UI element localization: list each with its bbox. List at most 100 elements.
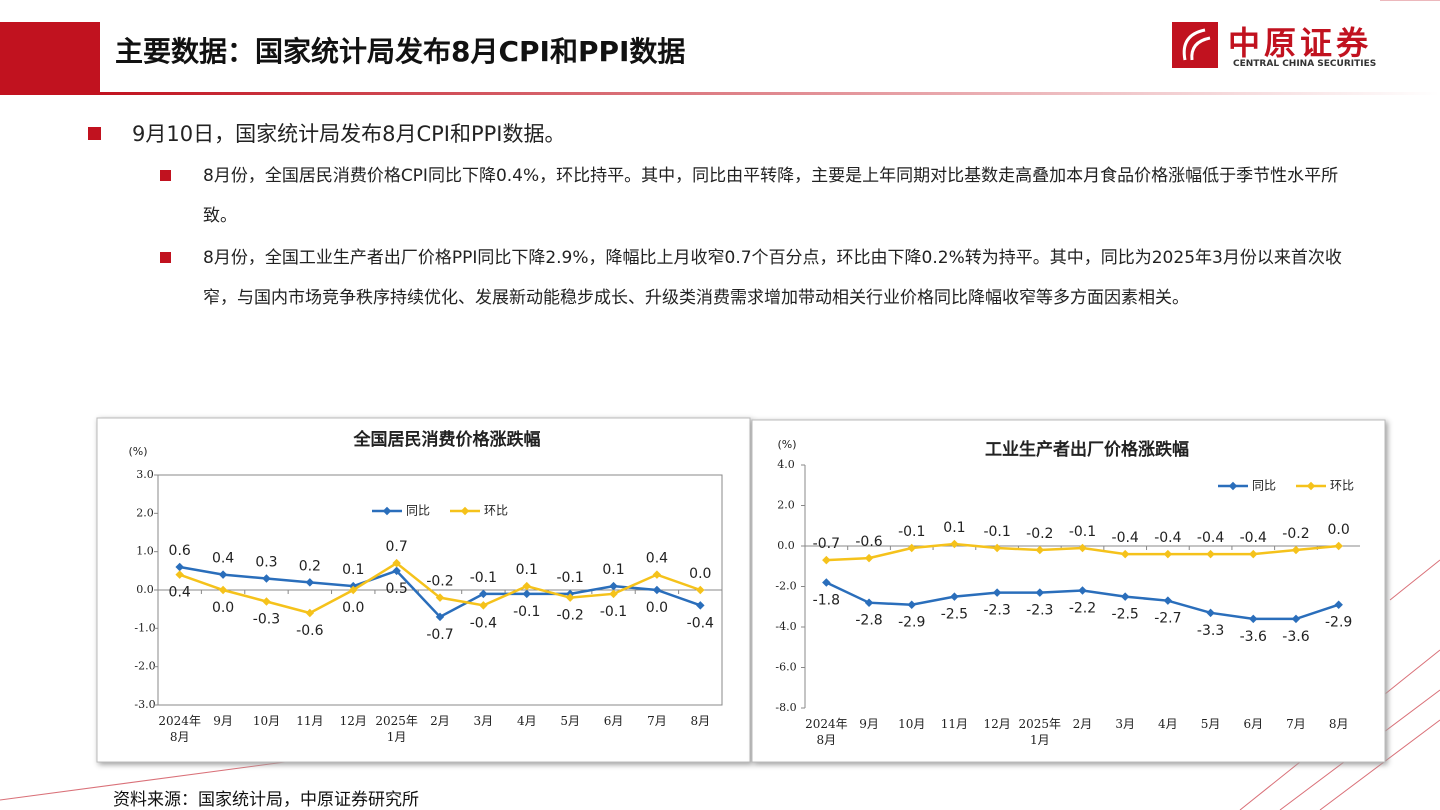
point-marker [950, 539, 959, 549]
slide-title: 主要数据：国家统计局发布8月CPI和PPI数据 [115, 35, 686, 68]
data-label: -3.3 [1197, 623, 1224, 639]
data-label: -0.2 [556, 608, 583, 624]
legend-label: 环比 [484, 504, 508, 518]
legend-label: 同比 [1252, 479, 1276, 493]
legend-marker [460, 506, 470, 516]
data-label: -3.6 [1282, 629, 1309, 645]
data-label: 0.5 [385, 581, 407, 597]
legend-marker [1228, 481, 1238, 491]
x-tick-label: 4月 [516, 714, 537, 728]
legend-marker [382, 506, 392, 516]
point-marker [822, 555, 831, 565]
point-marker [609, 589, 618, 599]
x-tick-label: 8月 [690, 714, 711, 728]
data-label: -1.8 [813, 592, 840, 608]
point-marker [435, 593, 445, 602]
x-tick-label: 2024年 8月 [158, 714, 201, 744]
x-tick-label: 2月 [1072, 717, 1093, 731]
data-label: -0.2 [426, 574, 453, 590]
data-label: -0.1 [470, 570, 497, 586]
y-unit: (%) [128, 445, 147, 458]
y-tick-label: 4.0 [777, 458, 795, 471]
y-tick-label: 2.0 [777, 499, 795, 512]
point-marker [1035, 588, 1045, 597]
y-tick-label: -1.0 [134, 621, 155, 634]
data-label: 0.0 [1328, 522, 1350, 538]
bullet-icon [160, 252, 171, 263]
x-tick-label: 8月 [1328, 717, 1349, 731]
data-label: -2.3 [983, 603, 1010, 619]
y-tick-label: -2.0 [134, 660, 155, 673]
data-label: -0.1 [600, 604, 627, 620]
bullet: 9月10日，国家统计局发布8月CPI和PPI数据。 [132, 122, 566, 146]
data-label: -0.6 [296, 623, 323, 639]
point-marker [864, 598, 874, 607]
data-label: -0.7 [426, 627, 453, 643]
data-label: -0.6 [855, 534, 882, 550]
legend-label: 同比 [406, 504, 430, 518]
data-label: 0.1 [943, 520, 965, 536]
point-marker [435, 612, 445, 622]
y-tick-label: -2.0 [775, 580, 796, 593]
x-tick-label: 7月 [647, 714, 667, 728]
data-label: -0.4 [1197, 530, 1224, 546]
data-label: -0.1 [983, 524, 1010, 540]
data-label: 0.6 [169, 543, 191, 559]
point-marker [1206, 549, 1215, 559]
point-marker [262, 597, 271, 606]
point-marker [1163, 549, 1173, 559]
data-label: -0.1 [556, 570, 583, 586]
data-label: 0.1 [602, 562, 624, 578]
y-tick-label: 3.0 [136, 468, 154, 481]
y-tick-label: -4.0 [775, 620, 796, 633]
point-marker [348, 585, 358, 595]
point-marker [1334, 600, 1343, 609]
x-tick-label: 12月 [339, 714, 367, 728]
sub-bullet: 8月份，全国居民消费价格CPI同比下降0.4%，环比持平。其中，同比由平转降，主… [203, 166, 1339, 226]
point-marker [1120, 549, 1130, 559]
chart-title: 工业生产者出厂价格涨跌幅 [985, 439, 1189, 460]
point-marker [864, 553, 874, 563]
bullet-icon [160, 170, 171, 181]
x-tick-label: 5月 [1200, 717, 1221, 731]
data-label: -0.2 [1282, 526, 1309, 542]
x-tick-label: 3月 [1115, 717, 1135, 731]
data-label: -0.2 [1026, 526, 1053, 542]
point-marker [696, 585, 705, 595]
x-tick-label: 11月 [296, 714, 324, 728]
x-tick-label: 9月 [859, 717, 879, 731]
data-label: -2.3 [1026, 603, 1053, 619]
y-tick-label: -6.0 [775, 661, 796, 674]
data-label: -0.4 [470, 615, 497, 631]
data-label: 0.1 [516, 562, 538, 578]
x-tick-label: 10月 [252, 714, 281, 728]
point-marker [565, 593, 575, 602]
data-label: 0.4 [646, 551, 668, 567]
logo-text: 中原证券 [1228, 24, 1373, 62]
data-label: -0.1 [898, 524, 925, 540]
point-marker [822, 578, 831, 587]
bullet-icon [88, 127, 101, 140]
data-label: -0.4 [1154, 530, 1181, 546]
point-marker [992, 588, 1002, 597]
x-tick-label: 5月 [560, 714, 580, 728]
point-marker [1206, 608, 1215, 618]
x-tick-label: 2024年 8月 [805, 717, 848, 747]
point-marker [907, 600, 916, 609]
legend-label: 环比 [1330, 479, 1354, 493]
data-label: -2.8 [855, 613, 882, 629]
point-marker [392, 558, 401, 568]
x-tick-label: 6月 [603, 714, 624, 728]
point-marker [479, 589, 488, 599]
x-tick-label: 6月 [1243, 717, 1264, 731]
y-tick-label: 2.0 [136, 506, 154, 519]
x-tick-label: 10月 [898, 717, 926, 731]
data-label: 0.0 [689, 566, 711, 582]
logo-subtext: CENTRAL CHINA SECURITIES [1233, 59, 1377, 69]
x-tick-label: 7月 [1286, 717, 1306, 731]
data-label: -0.4 [1240, 530, 1267, 546]
point-marker [1078, 543, 1087, 553]
y-tick-label: -3.0 [134, 698, 155, 711]
